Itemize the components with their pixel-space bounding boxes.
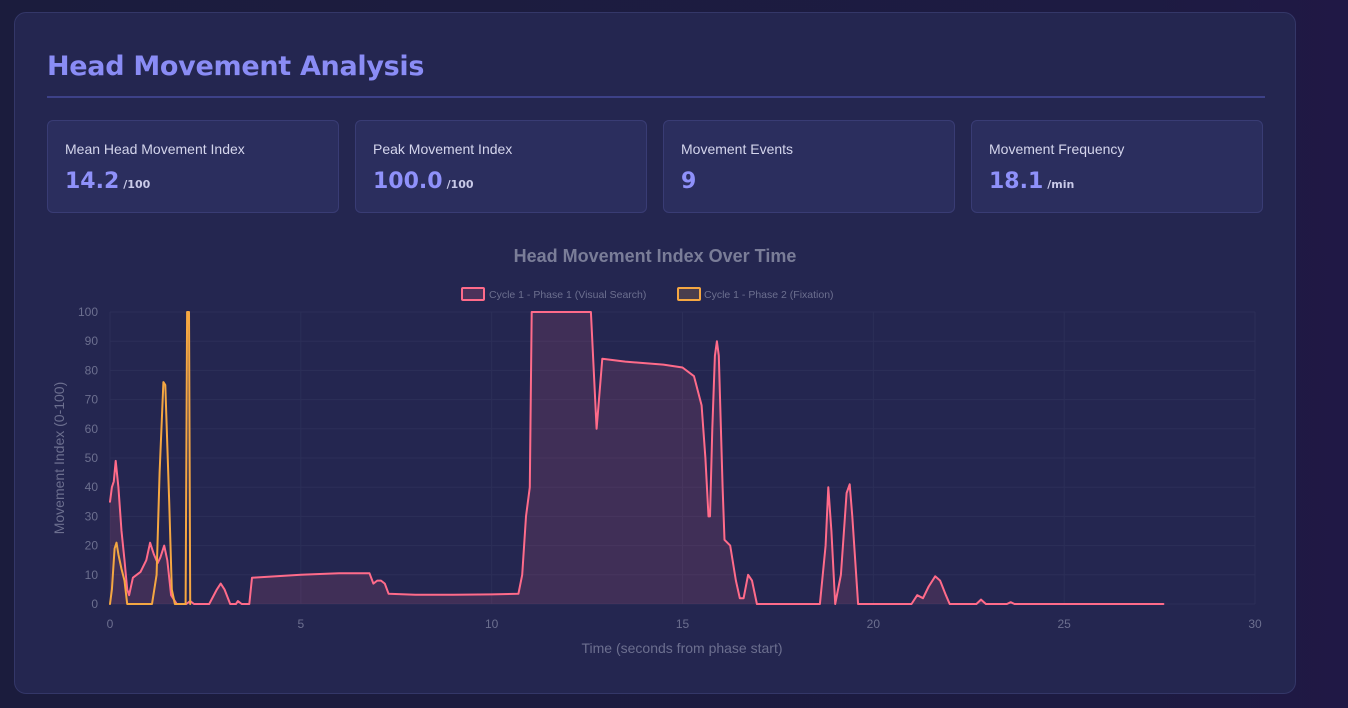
stat-value: 14.2/100	[65, 169, 150, 194]
y-tick-label: 50	[85, 451, 99, 465]
y-tick-label: 30	[85, 509, 99, 523]
stat-value: 18.1/min	[989, 169, 1074, 194]
x-tick-label: 5	[297, 617, 304, 631]
y-tick-label: 0	[91, 597, 98, 611]
chart-legend: Cycle 1 - Phase 1 (Visual Search) Cycle …	[461, 287, 834, 301]
stat-card-mean-index: Mean Head Movement Index 14.2/100	[47, 120, 339, 213]
x-axis-title: Time (seconds from phase start)	[582, 640, 783, 656]
y-axis-title: Movement Index (0-100)	[51, 382, 67, 535]
stat-value: 9	[681, 169, 700, 194]
x-tick-label: 30	[1248, 617, 1262, 631]
stat-label: Movement Frequency	[989, 141, 1125, 157]
stat-card-movement-frequency: Movement Frequency 18.1/min	[971, 120, 1263, 213]
stat-unit: /min	[1047, 178, 1075, 191]
stat-card-peak-index: Peak Movement Index 100.0/100	[355, 120, 647, 213]
series-line-phase2	[109, 311, 192, 605]
stat-label: Peak Movement Index	[373, 141, 513, 157]
x-tick-label: 25	[1057, 617, 1071, 631]
stat-number: 14.2	[65, 169, 120, 194]
stat-unit: /100	[446, 178, 474, 191]
stat-label: Mean Head Movement Index	[65, 141, 245, 157]
y-tick-label: 40	[85, 480, 99, 494]
stat-card-movement-events: Movement Events 9	[663, 120, 955, 213]
stat-number: 18.1	[989, 169, 1044, 194]
stat-label: Movement Events	[681, 141, 794, 157]
y-tick-label: 90	[85, 334, 99, 348]
y-tick-label: 80	[85, 363, 99, 377]
chart-grid	[109, 311, 1256, 605]
y-tick-label: 60	[85, 422, 99, 436]
stat-unit: /100	[123, 178, 151, 191]
series-area-phase1	[110, 312, 1164, 604]
title-divider	[47, 96, 1265, 98]
chart-title: Head Movement Index Over Time	[514, 246, 797, 266]
y-tick-label: 20	[85, 539, 99, 553]
x-tick-label: 10	[485, 617, 499, 631]
stat-value: 100.0/100	[373, 169, 474, 194]
legend-swatch-phase1[interactable]	[461, 287, 485, 301]
x-tick-label: 15	[676, 617, 690, 631]
x-tick-label: 0	[107, 617, 114, 631]
analysis-panel: Head Movement Analysis Mean Head Movemen…	[14, 12, 1296, 694]
page-title: Head Movement Analysis	[47, 51, 425, 82]
legend-label-phase2[interactable]: Cycle 1 - Phase 2 (Fixation)	[704, 289, 834, 301]
chart-ticks: 0 10 20 30 40 50 60 70 80 90 100 0 5 10 15 20 25 30	[78, 305, 1262, 631]
stat-number: 100.0	[373, 169, 443, 194]
y-tick-label: 10	[85, 568, 99, 582]
y-tick-label: 100	[78, 305, 98, 319]
y-tick-label: 70	[85, 393, 99, 407]
chart-series	[109, 311, 1165, 605]
legend-swatch-phase2[interactable]	[677, 287, 701, 301]
legend-label-phase1[interactable]: Cycle 1 - Phase 1 (Visual Search)	[489, 289, 646, 301]
series-line-phase1	[109, 311, 1165, 605]
x-tick-label: 20	[867, 617, 881, 631]
stat-number: 9	[681, 169, 697, 194]
